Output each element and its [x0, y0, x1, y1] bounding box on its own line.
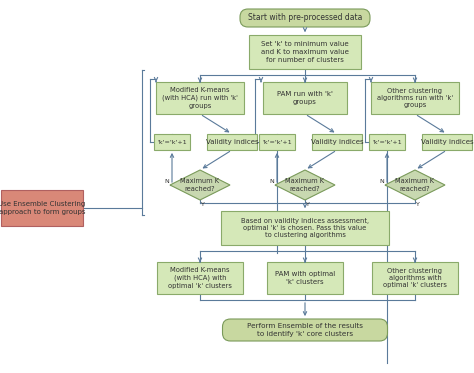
Polygon shape [170, 170, 230, 200]
Text: PAM with optimal
'k' clusters: PAM with optimal 'k' clusters [275, 271, 335, 285]
Text: PAM run with 'k'
groups: PAM run with 'k' groups [277, 91, 333, 105]
Text: Maximum K
reached?: Maximum K reached? [285, 178, 325, 192]
Bar [157, 262, 243, 294]
Text: Other clustering
algorithms with
optimal 'k' clusters: Other clustering algorithms with optimal… [383, 267, 447, 288]
Bar [249, 35, 361, 69]
Text: Set 'k' to minimum value
and K to maximum value
for number of clusters: Set 'k' to minimum value and K to maximu… [261, 41, 349, 63]
Bar [369, 134, 405, 150]
Bar [259, 134, 295, 150]
FancyBboxPatch shape [240, 9, 370, 27]
Text: Modified K-means
(with HCA) with
optimal 'k' clusters: Modified K-means (with HCA) with optimal… [168, 267, 232, 289]
Text: Other clustering
algorithms run with 'k'
groups: Other clustering algorithms run with 'k'… [377, 88, 453, 109]
Text: Validity indices: Validity indices [421, 139, 474, 145]
Bar [372, 262, 458, 294]
Text: Use Ensemble Clustering
approach to form groups: Use Ensemble Clustering approach to form… [0, 201, 86, 215]
Bar [156, 82, 244, 114]
Text: 'k'='k'+1: 'k'='k'+1 [157, 140, 187, 144]
Text: N: N [379, 179, 384, 184]
Text: Based on validity indices assessment,
optimal 'k' is chosen. Pass this value
to : Based on validity indices assessment, op… [241, 217, 369, 238]
Text: Maximum K
reached?: Maximum K reached? [395, 178, 435, 192]
FancyBboxPatch shape [222, 319, 388, 341]
Polygon shape [385, 170, 445, 200]
Text: Perform Ensemble of the results
to identify 'k' core clusters: Perform Ensemble of the results to ident… [247, 323, 363, 337]
Bar [221, 211, 389, 245]
Bar [371, 82, 459, 114]
Bar [312, 134, 362, 150]
Text: Validity indices: Validity indices [310, 139, 363, 145]
Text: 'k'='k'+1: 'k'='k'+1 [262, 140, 292, 144]
Polygon shape [275, 170, 335, 200]
Text: 'k'='k'+1: 'k'='k'+1 [372, 140, 402, 144]
Bar [267, 262, 343, 294]
Text: Validity indices: Validity indices [206, 139, 258, 145]
Text: N: N [269, 179, 274, 184]
Bar [154, 134, 190, 150]
Bar [207, 134, 257, 150]
Text: Y: Y [416, 202, 420, 207]
Text: Start with pre-processed data: Start with pre-processed data [248, 13, 362, 22]
Text: N: N [164, 179, 169, 184]
Text: Y: Y [201, 202, 205, 207]
Bar [422, 134, 472, 150]
Text: Modified K-means
(with HCA) run with 'k'
groups: Modified K-means (with HCA) run with 'k'… [162, 87, 238, 109]
Text: Maximum K
reached?: Maximum K reached? [181, 178, 219, 192]
Bar [1, 190, 83, 226]
Text: Y: Y [306, 202, 310, 207]
Bar [263, 82, 347, 114]
